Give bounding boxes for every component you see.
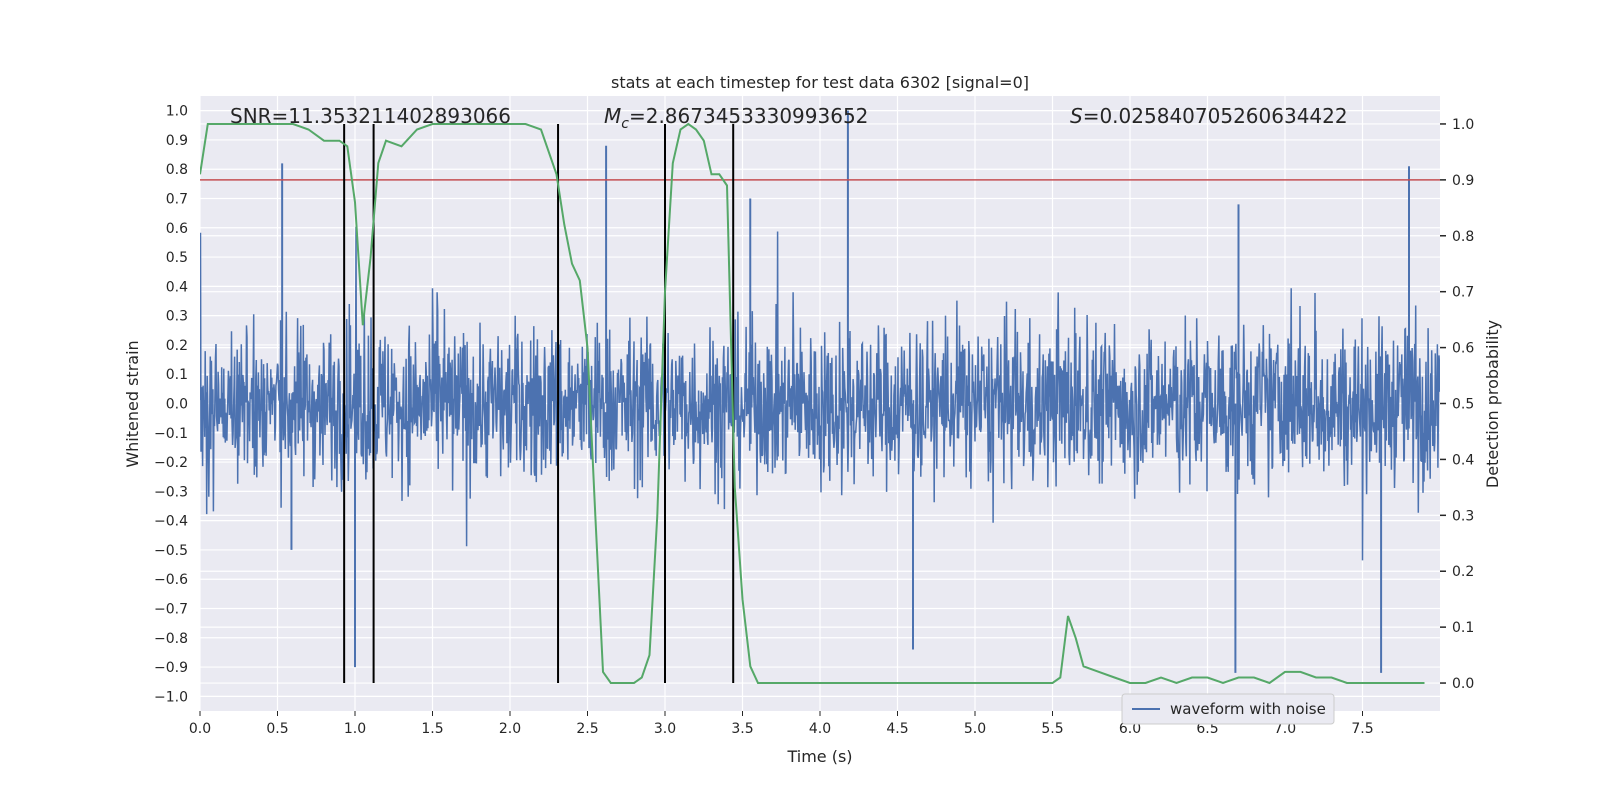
left-y-tick-label: 1.0	[166, 104, 188, 120]
left-y-tick-label: −0.2	[154, 455, 188, 471]
legend: waveform with noise	[1121, 693, 1335, 725]
legend-box	[1121, 693, 1335, 725]
left-y-tick-label: 0.2	[166, 338, 188, 354]
chirp-mass-annotation: Mc=2.8673453330993652	[604, 104, 868, 132]
right-y-tick-label: 0.0	[1452, 676, 1474, 692]
left-y-tick-label: −0.6	[154, 572, 188, 588]
right-y-tick-label: 0.9	[1452, 173, 1474, 189]
snr-annotation: SNR=11.353211402893066	[230, 104, 511, 128]
right-y-tick-label: 0.1	[1452, 620, 1474, 636]
left-y-tick-label: 0.1	[166, 367, 188, 383]
chart-title: stats at each timestep for test data 630…	[611, 73, 1029, 92]
left-y-tick-label: −0.9	[154, 660, 188, 676]
right-y-tick-label: 0.5	[1452, 397, 1474, 413]
probability-series	[200, 122, 1425, 685]
x-tick-label: 0.0	[189, 721, 211, 737]
x-tick-label: 5.5	[1041, 721, 1063, 737]
left-y-axis-label: Whitened strain	[123, 340, 142, 467]
legend-label-waveform: waveform with noise	[1170, 700, 1326, 718]
x-tick-label: 7.0	[1274, 721, 1296, 737]
s-value: =0.025840705260634422	[1083, 104, 1348, 128]
left-y-tick-label: 0.5	[166, 250, 188, 266]
x-axis-ticks: 0.0 0.5 1.0 1.5 2.0 2.5 3.0 3.5 4.0 4.5 5.0 5.5 6.0 6…	[189, 711, 1374, 737]
right-y-tick-label: 0.2	[1452, 564, 1474, 580]
left-y-tick-label: 0.3	[166, 309, 188, 325]
right-y-tick-label: 0.8	[1452, 229, 1474, 245]
right-y-tick-label: 0.6	[1452, 341, 1474, 357]
left-y-tick-label: 0.4	[166, 279, 188, 295]
x-tick-label: 3.5	[731, 721, 753, 737]
right-y-axis-ticks: 1.0 0.9 0.8 0.7 0.6 0.5 0.4 0.3 0.2 0.1 0.0	[1440, 117, 1474, 692]
x-tick-label: 7.5	[1351, 721, 1373, 737]
chirp-mass-symbol: M	[604, 104, 621, 128]
left-y-tick-label: −0.7	[154, 602, 188, 618]
left-y-tick-label: −1.0	[154, 689, 188, 705]
x-tick-label: 0.5	[266, 721, 288, 737]
x-tick-label: 4.0	[809, 721, 831, 737]
x-tick-label: 5.0	[964, 721, 986, 737]
chirp-mass-value: =2.8673453330993652	[629, 104, 868, 128]
x-tick-label: 4.5	[886, 721, 908, 737]
x-tick-label: 2.5	[576, 721, 598, 737]
left-y-tick-label: 0.9	[166, 133, 188, 149]
left-y-tick-label: −0.3	[154, 484, 188, 500]
x-axis-label: Time (s)	[786, 747, 852, 766]
x-tick-label: 6.5	[1196, 721, 1218, 737]
right-y-tick-label: 1.0	[1452, 117, 1474, 133]
waveform-series	[200, 110, 1440, 673]
left-y-tick-label: 0.8	[166, 162, 188, 178]
left-y-tick-label: −0.8	[154, 631, 188, 647]
s-symbol: S	[1070, 104, 1083, 128]
left-y-axis-ticks: 1.0 0.9 0.8 0.7 0.6 0.5 0.4 0.3 0.2 0.1 0.0 −0.1 −0.…	[154, 104, 188, 706]
right-y-tick-label: 0.3	[1452, 508, 1474, 524]
x-tick-label: 1.0	[344, 721, 366, 737]
x-tick-label: 1.5	[421, 721, 443, 737]
left-y-tick-label: −0.4	[154, 514, 188, 530]
left-y-tick-label: 0.6	[166, 221, 188, 237]
left-y-tick-label: −0.1	[154, 426, 188, 442]
probability-line	[200, 122, 1425, 685]
x-tick-label: 6.0	[1119, 721, 1141, 737]
s-annotation: S=0.025840705260634422	[1070, 104, 1348, 128]
chirp-mass-subscript: c	[621, 116, 629, 132]
left-y-tick-label: 0.0	[166, 397, 188, 413]
right-y-axis-label: Detection probability	[1483, 320, 1502, 488]
left-y-tick-label: −0.5	[154, 543, 188, 559]
left-y-tick-label: 0.7	[166, 192, 188, 208]
right-y-tick-label: 0.7	[1452, 285, 1474, 301]
x-tick-label: 3.0	[654, 721, 676, 737]
right-y-tick-label: 0.4	[1452, 452, 1474, 468]
x-tick-label: 2.0	[499, 721, 521, 737]
waveform-line	[200, 226, 1440, 561]
